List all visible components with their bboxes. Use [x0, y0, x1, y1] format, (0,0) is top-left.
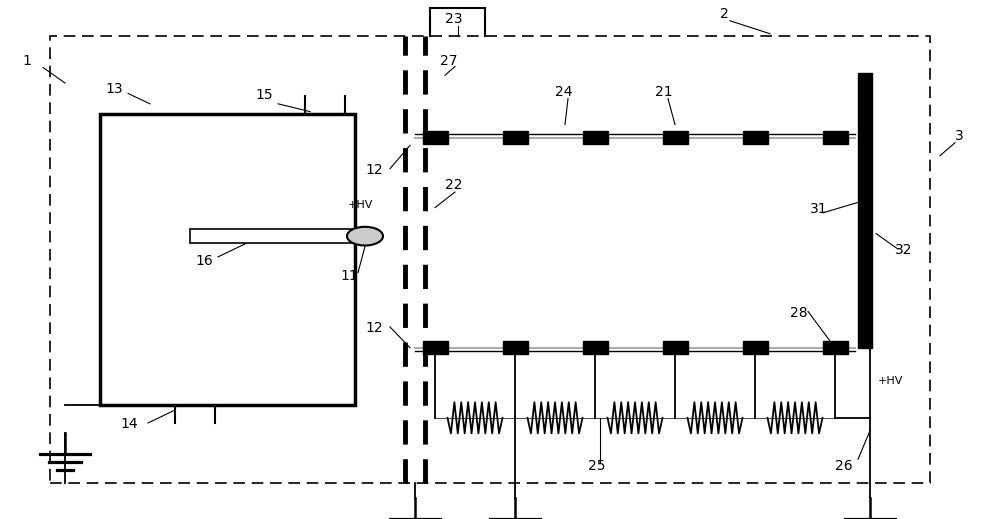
Text: 31: 31 — [810, 202, 828, 216]
Text: 32: 32 — [895, 243, 912, 257]
Text: 25: 25 — [588, 459, 606, 473]
Bar — [822, 342, 848, 354]
Bar — [190, 229, 355, 243]
Text: 24: 24 — [555, 85, 572, 99]
Text: +HV: +HV — [878, 376, 903, 387]
Text: 21: 21 — [655, 85, 673, 99]
Text: 12: 12 — [365, 321, 383, 335]
Bar — [503, 342, 528, 354]
Bar — [503, 131, 528, 144]
Bar — [422, 131, 448, 144]
Bar — [858, 138, 872, 348]
Text: 23: 23 — [445, 12, 462, 26]
Text: 1: 1 — [22, 54, 31, 68]
Bar — [742, 342, 768, 354]
Text: 12: 12 — [365, 163, 383, 177]
Text: 27: 27 — [440, 54, 458, 68]
Text: +HV: +HV — [347, 200, 373, 210]
Bar — [582, 131, 608, 144]
Bar — [422, 342, 448, 354]
Bar — [858, 73, 872, 138]
Text: 28: 28 — [790, 306, 808, 320]
Text: 3: 3 — [955, 129, 964, 143]
Text: 13: 13 — [105, 83, 123, 97]
Text: 15: 15 — [255, 88, 273, 102]
Bar — [742, 131, 768, 144]
Bar — [822, 131, 848, 144]
Text: 14: 14 — [120, 417, 138, 431]
Text: 16: 16 — [195, 254, 213, 268]
Bar — [582, 342, 608, 354]
Circle shape — [347, 227, 383, 245]
Text: 26: 26 — [835, 459, 853, 473]
Text: 11: 11 — [340, 269, 358, 283]
Text: 2: 2 — [720, 7, 729, 21]
Bar — [663, 131, 688, 144]
Bar — [663, 342, 688, 354]
Text: 22: 22 — [445, 179, 462, 193]
